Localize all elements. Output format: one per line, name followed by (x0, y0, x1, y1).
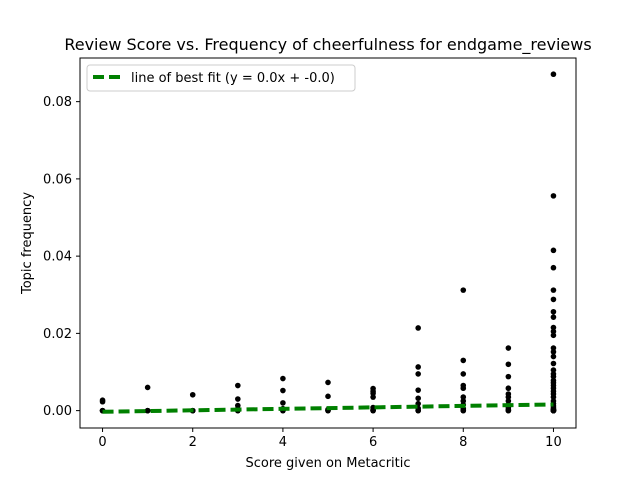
fit-line-layer (102, 402, 554, 414)
data-point (370, 394, 376, 400)
data-point (505, 345, 512, 351)
legend: line of best fit (y = 0.0x + -0.0) (86, 64, 356, 92)
data-points (99, 71, 557, 414)
x-tick-label: 10 (545, 435, 562, 450)
data-point (460, 385, 467, 392)
y-tick-label: 0.04 (43, 250, 72, 265)
data-point (415, 387, 421, 393)
data-point (415, 364, 421, 370)
data-point (415, 325, 421, 331)
data-point (505, 398, 512, 404)
data-point (370, 390, 376, 397)
data-point (325, 379, 331, 386)
data-point (550, 193, 557, 199)
data-point (550, 308, 557, 315)
data-point (550, 394, 557, 400)
data-point (460, 394, 467, 400)
data-point (505, 385, 512, 392)
data-point (550, 407, 557, 414)
data-point (550, 296, 557, 303)
data-point (550, 71, 557, 78)
data-point (460, 407, 467, 414)
y-axis-title: Topic frequency (20, 192, 35, 295)
x-tick-label: 0 (98, 435, 106, 450)
data-point (550, 353, 557, 360)
x-tick-label: 4 (279, 435, 287, 450)
x-axis: 0 2 4 6 8 10 (98, 428, 562, 450)
data-point (550, 373, 557, 380)
data-point (280, 400, 286, 406)
data-point (505, 373, 512, 380)
x-tick-label: 8 (459, 435, 467, 450)
data-point (415, 371, 421, 377)
y-axis: 0.00 0.02 0.04 0.06 0.08 (43, 95, 80, 419)
data-point (550, 349, 557, 355)
y-tick-label: 0.08 (43, 95, 72, 110)
x-tick-label: 2 (189, 435, 197, 450)
data-point (415, 407, 421, 414)
data-point (280, 375, 286, 382)
y-tick-label: 0.06 (43, 172, 72, 187)
data-point (550, 328, 557, 335)
data-point (460, 357, 467, 364)
data-point (550, 264, 557, 271)
data-point (325, 393, 331, 400)
data-point (460, 287, 467, 293)
data-point (550, 287, 557, 293)
data-point (235, 396, 241, 402)
data-point (505, 394, 512, 400)
data-point (550, 367, 557, 373)
legend-box (86, 64, 356, 92)
data-point (550, 332, 557, 339)
y-tick-label: 0.00 (43, 404, 72, 419)
data-point (235, 382, 241, 389)
data-point (550, 360, 557, 367)
legend-label-fit-line: line of best fit (y = 0.0x + -0.0) (131, 71, 335, 86)
data-point (280, 387, 286, 394)
data-point (550, 247, 557, 254)
data-point (144, 407, 151, 414)
data-point (189, 391, 196, 398)
fit-line (102, 402, 554, 414)
data-point (370, 407, 376, 414)
data-point (550, 345, 557, 351)
y-tick-label: 0.02 (43, 327, 72, 342)
data-point (550, 314, 557, 320)
data-point (460, 371, 467, 377)
data-point (415, 395, 421, 402)
data-point (99, 398, 106, 405)
x-axis-title: Score given on Metacritic (245, 456, 410, 471)
x-tick-label: 6 (369, 435, 377, 450)
chart-title: Review Score vs. Frequency of cheerfulne… (64, 35, 591, 55)
data-point (505, 361, 512, 368)
data-point (505, 407, 512, 414)
data-point (550, 324, 557, 331)
data-point (460, 398, 467, 404)
plot-frame (79, 57, 577, 429)
data-point (144, 384, 151, 391)
